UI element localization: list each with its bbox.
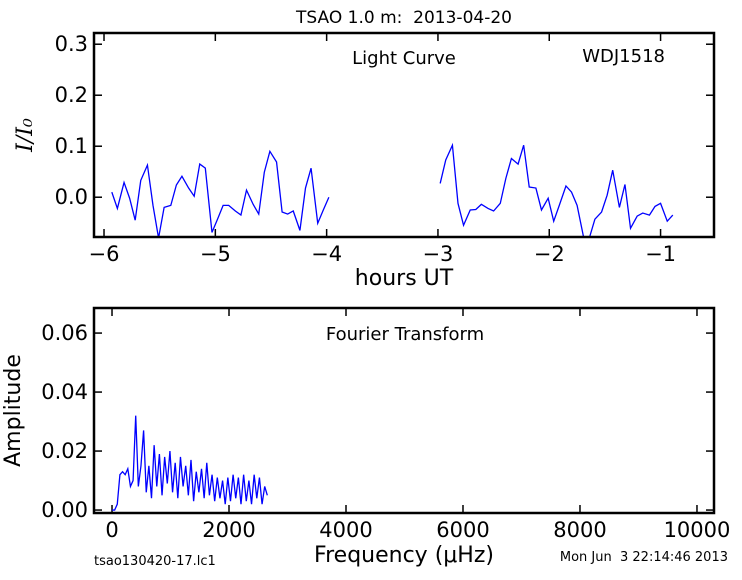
y-tick-label: 0.04 — [41, 380, 88, 404]
x-tick-label: −4 — [311, 242, 342, 266]
chart-title: TSAO 1.0 m: 2013-04-20 — [295, 8, 512, 28]
data-line — [112, 415, 268, 511]
y-tick-label: 0.02 — [41, 439, 88, 463]
plot-area — [112, 415, 268, 511]
x-tick-label: 6000 — [436, 518, 489, 542]
y-tick-label: 0.06 — [41, 321, 88, 345]
annotation: Fourier Transform — [326, 324, 484, 345]
x-tick-label: −1 — [645, 242, 676, 266]
y-tick-label: 0.2 — [55, 83, 88, 107]
x-axis-label: Frequency (μHz) — [314, 543, 494, 568]
x-tick-label: 2000 — [202, 518, 255, 542]
y-axis-label: I/I₀ — [13, 118, 38, 153]
x-tick-label: 4000 — [319, 518, 372, 542]
annotation: Light Curve — [352, 48, 456, 69]
x-tick-label: −6 — [89, 242, 120, 266]
plot-area — [111, 142, 674, 237]
y-tick-label: 0.00 — [41, 498, 88, 522]
x-axis-label: hours UT — [355, 266, 454, 291]
plot-frame — [92, 306, 716, 515]
x-tick-label: 8000 — [553, 518, 606, 542]
plot-frame — [92, 31, 716, 239]
annotation: WDJ1518 — [582, 46, 665, 67]
y-axis-label: Amplitude — [1, 354, 26, 467]
y-tick-label: 0.3 — [55, 32, 88, 56]
data-line — [111, 142, 674, 237]
y-tick-label: 0.0 — [55, 185, 88, 209]
x-tick-label: 0 — [105, 518, 118, 542]
x-tick-label: −2 — [534, 242, 565, 266]
footer-date: Mon Jun 3 22:14:46 2013 — [560, 550, 728, 565]
x-tick-label: −3 — [422, 242, 453, 266]
footer-file: tsao130420-17.lc1 — [94, 554, 216, 569]
x-tick-label: 10000 — [664, 518, 731, 542]
x-tick-label: −5 — [200, 242, 231, 266]
y-tick-label: 0.1 — [55, 134, 88, 158]
